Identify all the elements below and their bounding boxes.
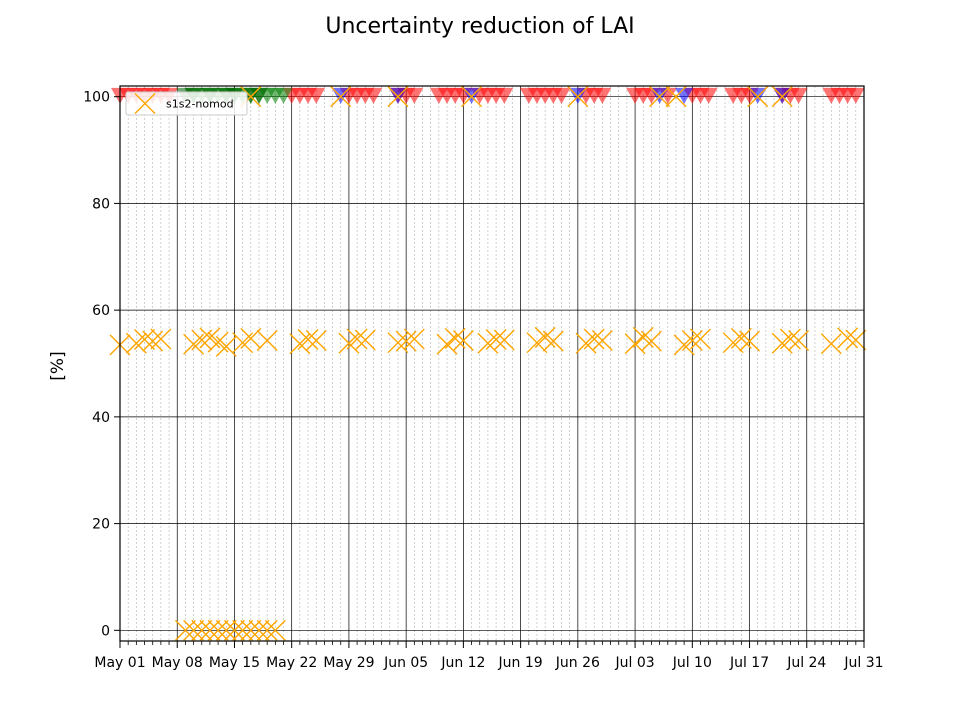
x-marker <box>207 619 229 641</box>
x-marker <box>820 333 842 355</box>
x-marker <box>346 328 368 350</box>
x-tick-label: Jun 05 <box>383 655 428 671</box>
y-tick-label: 0 <box>101 623 110 639</box>
x-marker <box>788 330 810 352</box>
x-marker <box>845 329 867 351</box>
x-marker <box>395 330 417 352</box>
x-marker <box>583 328 605 350</box>
x-marker <box>837 327 859 349</box>
x-marker <box>264 619 286 641</box>
x-marker <box>330 86 352 108</box>
y-tick-label: 40 <box>92 410 110 426</box>
x-marker <box>387 332 409 354</box>
x-marker <box>215 335 237 357</box>
x-marker <box>223 619 245 641</box>
x-marker <box>215 619 237 641</box>
x-marker <box>142 330 164 352</box>
x-marker <box>640 330 662 352</box>
legend-box <box>125 91 248 116</box>
x-marker <box>248 619 270 641</box>
y-tick-label: 100 <box>83 90 110 106</box>
x-marker <box>256 619 278 641</box>
x-marker <box>150 328 172 350</box>
triangle-marker <box>593 87 612 104</box>
triangle-marker <box>307 87 326 104</box>
x-tick-label: Jul 17 <box>729 655 769 671</box>
y-tick-label: 20 <box>92 517 110 533</box>
x-marker <box>232 619 254 641</box>
legend-marker <box>134 93 156 114</box>
x-tick-label: May 22 <box>266 655 317 671</box>
x-tick-label: Jun 26 <box>555 655 600 671</box>
x-marker <box>403 328 425 350</box>
x-tick-label: Jun 19 <box>498 655 543 671</box>
x-marker <box>739 330 761 352</box>
x-marker <box>444 327 466 349</box>
x-marker <box>354 329 376 351</box>
legend: s1s2-nomod <box>125 91 248 116</box>
x-marker <box>256 330 278 352</box>
triangle-marker <box>364 87 383 104</box>
y-axis-label: [%] <box>48 351 68 380</box>
triangle-marker <box>405 87 424 104</box>
x-tick-label: Jul 31 <box>843 655 883 671</box>
triangle-marker <box>274 87 293 104</box>
axes: May 01 May 08 May 15 May 22 May 29 Jun 05 Jun … <box>83 90 883 671</box>
x-marker <box>461 86 483 108</box>
x-tick-label: May 15 <box>209 655 260 671</box>
x-marker <box>199 619 221 641</box>
x-marker <box>485 328 507 350</box>
x-marker <box>567 86 589 108</box>
triangle-marker <box>789 87 808 104</box>
legend-label: s1s2-nomod <box>166 98 234 111</box>
x-marker <box>632 326 654 348</box>
x-marker <box>665 86 687 108</box>
x-marker <box>681 330 703 352</box>
x-tick-label: Jul 10 <box>672 655 712 671</box>
x-tick-label: Jul 24 <box>786 655 826 671</box>
x-tick-label: Jul 03 <box>614 655 654 671</box>
x-marker <box>779 328 801 350</box>
x-marker <box>305 330 327 352</box>
x-tick-label: May 01 <box>94 655 145 671</box>
x-tick-label: May 29 <box>323 655 374 671</box>
plot-frame <box>119 85 865 642</box>
x-marker <box>134 328 156 350</box>
x-marker <box>689 328 711 350</box>
chart-title: Uncertainty reduction of LAI <box>325 14 634 39</box>
x-marker <box>747 86 769 108</box>
x-marker <box>174 619 196 641</box>
grid <box>119 86 865 641</box>
triangle-marker <box>846 87 865 104</box>
y-tick-label: 60 <box>92 303 110 319</box>
x-marker <box>771 86 793 108</box>
x-marker <box>730 327 752 349</box>
x-marker <box>452 330 474 352</box>
x-marker <box>649 86 671 108</box>
x-marker <box>534 326 556 348</box>
triangle-marker <box>675 87 694 104</box>
triangle-marker <box>552 87 571 104</box>
x-marker <box>191 619 213 641</box>
x-marker <box>493 329 515 351</box>
x-marker <box>591 330 613 352</box>
x-marker <box>297 328 319 350</box>
triangle-marker <box>249 87 268 104</box>
triangle-marker <box>699 87 718 104</box>
y-tick-label: 80 <box>92 196 110 212</box>
x-marker <box>542 330 564 352</box>
x-marker <box>387 86 409 108</box>
x-marker <box>240 619 262 641</box>
x-tick-label: Jun 12 <box>440 655 485 671</box>
x-tick-label: May 08 <box>152 655 203 671</box>
x-marker <box>183 619 205 641</box>
triangle-marker <box>495 87 514 104</box>
